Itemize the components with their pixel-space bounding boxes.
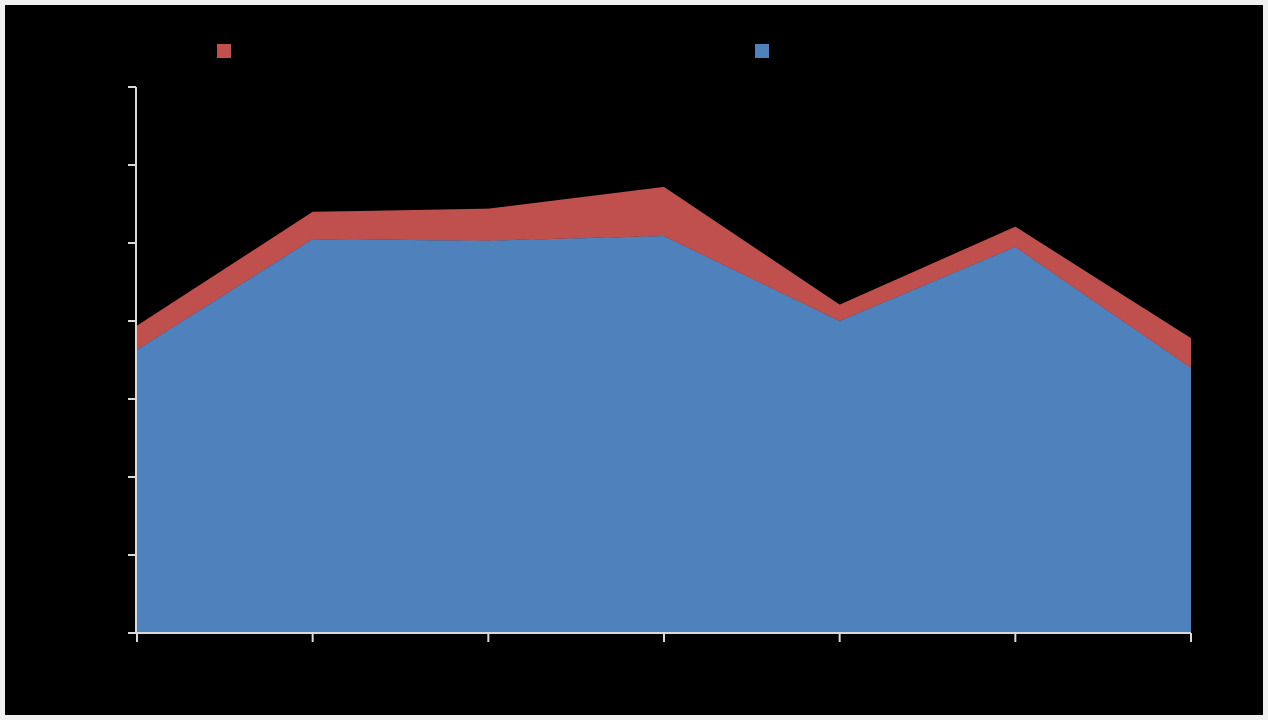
area	[137, 186, 1191, 368]
legend-swatch	[217, 44, 231, 58]
legend-swatch	[755, 44, 769, 58]
area	[137, 235, 1191, 634]
